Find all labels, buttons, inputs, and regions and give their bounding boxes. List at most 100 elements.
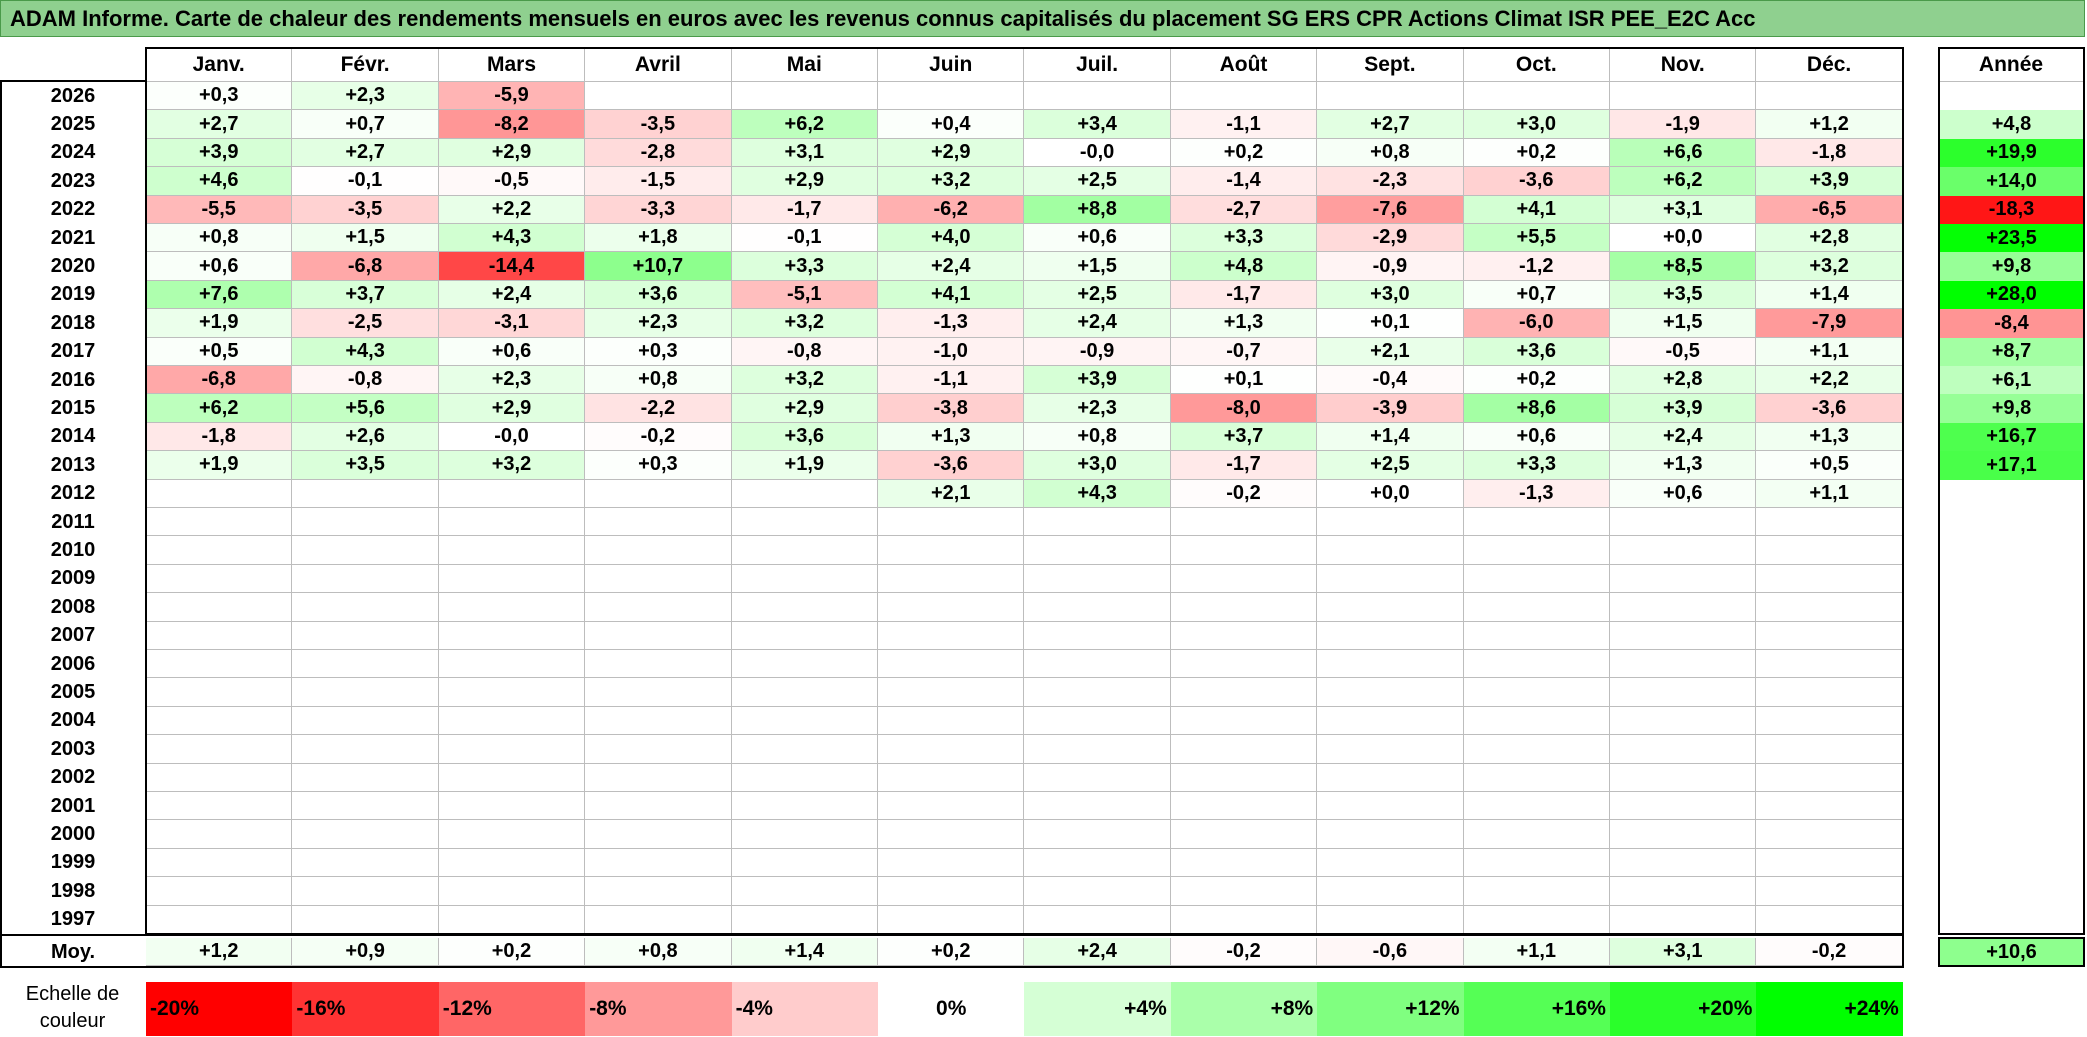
heatmap-cell	[731, 593, 878, 622]
heatmap-cell	[1463, 820, 1610, 849]
annual-cell	[1939, 536, 2084, 565]
heatmap-cell: +4,6	[146, 167, 293, 196]
year-label: 1998	[50, 879, 96, 902]
heatmap-cell	[1317, 763, 1464, 792]
heatmap-cell	[585, 877, 732, 906]
month-header: Juil.	[1024, 48, 1171, 82]
heatmap-cell	[585, 479, 732, 508]
heatmap-cell	[438, 820, 586, 849]
year-label: 2017	[50, 340, 96, 363]
heatmap-cell	[1463, 593, 1610, 622]
heatmap-cell	[146, 508, 293, 537]
heatmap-cell: +3,3	[731, 252, 878, 281]
heatmap-cell: +0,8	[1024, 422, 1171, 452]
heatmap-cell: +0,8	[1317, 138, 1464, 168]
heatmap-cell	[1610, 650, 1757, 679]
heatmap-cell: +1,1	[1756, 337, 1903, 366]
heatmap-cell	[1024, 763, 1171, 792]
heatmap-cell: +3,2	[438, 451, 586, 480]
heatmap-cell: +3,1	[731, 138, 878, 168]
annual-cell: +14,0	[1939, 167, 2084, 196]
scale-swatch: -20%	[146, 982, 293, 1036]
heatmap-cell	[146, 763, 293, 792]
heatmap-cell	[1756, 564, 1903, 594]
heatmap-cell: +1,9	[146, 451, 293, 480]
heatmap-cell: +4,3	[1024, 479, 1171, 508]
heatmap-cell: +3,7	[292, 280, 439, 310]
heatmap-cell: +2,5	[1024, 167, 1171, 196]
heatmap-cell: +6,2	[731, 110, 878, 139]
heatmap-cell	[585, 678, 732, 707]
heatmap-cell: +2,1	[1317, 337, 1464, 366]
average-cell: +1,1	[1463, 938, 1610, 966]
annual-cell: +4,8	[1939, 110, 2084, 139]
heatmap-cell	[1756, 706, 1903, 736]
heatmap-cell: +3,1	[1610, 195, 1757, 224]
heatmap-cell	[585, 905, 732, 934]
heatmap-cell: +8,6	[1463, 394, 1610, 423]
heatmap-cell: -0,5	[1610, 337, 1757, 366]
heatmap-cell	[1170, 848, 1318, 878]
average-cell: +0,2	[878, 938, 1025, 966]
heatmap-cell: +3,4	[1024, 110, 1171, 139]
heatmap-cell: -1,1	[1170, 110, 1318, 139]
annual-cell	[1939, 508, 2084, 537]
heatmap-cell	[1317, 706, 1464, 736]
annual-cell	[1939, 593, 2084, 622]
heatmap-cell	[1463, 564, 1610, 594]
year-label: 2007	[50, 624, 96, 647]
month-header: Avril	[585, 48, 732, 82]
heatmap-cell	[1610, 508, 1757, 537]
heatmap-cell	[1170, 650, 1318, 679]
heatmap-cell	[585, 706, 732, 736]
year-label: 2006	[50, 652, 96, 675]
heatmap-cell	[1756, 877, 1903, 906]
scale-label-line1: Echelle de	[25, 983, 120, 1005]
heatmap-cell	[1610, 82, 1757, 111]
heatmap-cell	[1463, 763, 1610, 792]
annual-cell: -8,4	[1939, 309, 2084, 338]
average-cell: +2,4	[1024, 938, 1171, 966]
heatmap-cell: +10,7	[585, 252, 732, 281]
heatmap-cell	[1463, 82, 1610, 111]
heatmap-cell	[1463, 848, 1610, 878]
annual-cell: +6,1	[1939, 366, 2084, 395]
heatmap-cell: +0,4	[878, 110, 1025, 139]
heatmap-cell: +4,3	[438, 224, 586, 253]
heatmap-cell: +4,3	[292, 337, 439, 366]
color-scale-label: Echelle de couleur	[0, 980, 145, 1036]
scale-swatch: +4%	[1024, 982, 1171, 1036]
heatmap-cell: +2,9	[438, 138, 586, 168]
scale-swatch: -8%	[585, 982, 732, 1036]
heatmap-cell	[731, 678, 878, 707]
scale-swatch: +12%	[1317, 982, 1464, 1036]
heatmap-cell	[1463, 508, 1610, 537]
heatmap-cell	[1610, 536, 1757, 565]
heatmap-cell	[1024, 536, 1171, 565]
average-cell: -0,6	[1317, 938, 1464, 966]
heatmap-cell: +3,0	[1463, 110, 1610, 139]
heatmap-cell	[1317, 564, 1464, 594]
heatmap-cell: -1,7	[1170, 451, 1318, 480]
heatmap-cell	[1610, 877, 1757, 906]
heatmap-cell	[1756, 792, 1903, 821]
heatmap-cell	[1170, 877, 1318, 906]
annual-cell: +19,9	[1939, 138, 2084, 168]
heatmap-cell	[1610, 905, 1757, 934]
heatmap-cell: -0,2	[585, 422, 732, 452]
year-label: 2010	[50, 539, 96, 562]
table-divider	[0, 80, 146, 82]
year-label: 2013	[50, 453, 96, 476]
heatmap-cell: +2,4	[1610, 422, 1757, 452]
heatmap-cell: -0,0	[1024, 138, 1171, 168]
heatmap-cell	[1756, 735, 1903, 764]
heatmap-cell	[585, 650, 732, 679]
heatmap-cell	[292, 536, 439, 565]
year-label: 2024	[50, 141, 96, 164]
heatmap-cell: -3,5	[585, 110, 732, 139]
heatmap-cell	[1317, 621, 1464, 650]
scale-swatch: -16%	[292, 982, 439, 1036]
heatmap-cell: +3,5	[292, 451, 439, 480]
heatmap-cell: -6,8	[292, 252, 439, 281]
heatmap-cell	[1756, 848, 1903, 878]
